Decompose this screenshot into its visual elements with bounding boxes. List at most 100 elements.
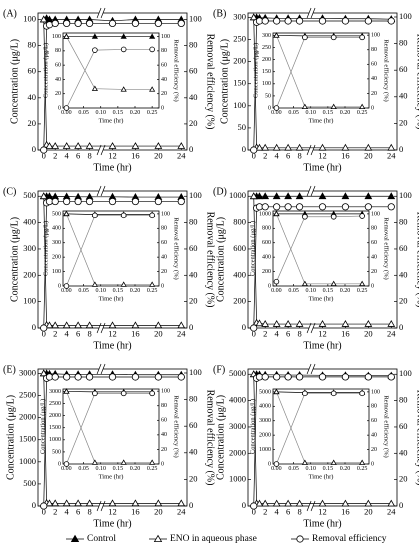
y-tick-label: 100 <box>262 81 271 87</box>
y-tick-label: 3000 <box>229 421 246 431</box>
y-tick-label: 0 <box>32 144 36 154</box>
y2-tick-label: 60 <box>399 64 408 74</box>
y-axis-title: Concentration (μg/L) <box>215 395 226 480</box>
y2-tick-label: 40 <box>161 255 167 261</box>
y2-tick-label: 0 <box>161 461 164 467</box>
marker <box>108 19 117 28</box>
marker <box>261 203 269 211</box>
x-tick-label: 20 <box>364 150 373 160</box>
y-tick-label: 40 <box>28 92 37 102</box>
marker <box>108 142 117 149</box>
x-tick-label: 6 <box>286 328 290 338</box>
y-tick-label: 1000 <box>259 211 271 217</box>
marker <box>74 197 82 206</box>
marker <box>273 278 280 285</box>
y2-tick-label: 80 <box>189 40 198 50</box>
marker <box>318 203 327 211</box>
marker <box>63 283 70 289</box>
axis-break <box>96 7 102 19</box>
series-line <box>276 215 363 282</box>
y2-tick-label: 20 <box>399 474 408 484</box>
x-tick-label: 2 <box>263 506 267 516</box>
marker <box>85 321 94 329</box>
x-tick-label: 0.05 <box>78 288 89 294</box>
marker <box>62 142 71 149</box>
marker <box>318 320 327 327</box>
y2-tick-label: 40 <box>189 269 198 279</box>
x-axis-title: Time (hr) <box>309 295 334 302</box>
y2-tick-label: 20 <box>371 91 377 97</box>
axis-break <box>96 185 102 197</box>
y2-tick-label: 60 <box>371 418 377 424</box>
marker <box>91 281 98 287</box>
marker <box>272 320 281 327</box>
axis-break <box>310 322 316 334</box>
y-axis-title: Concentration (μg/L) <box>253 43 260 98</box>
y2-axis-title: Removal efficiency (%) <box>382 217 389 279</box>
panel-label: (A) <box>3 8 17 19</box>
x-tick-label: 2 <box>263 328 267 338</box>
y2-tick-label: 80 <box>189 394 198 404</box>
x-tick-label: 24 <box>387 150 396 160</box>
x-tick-label: 0.00 <box>271 110 282 116</box>
marker <box>39 369 48 377</box>
y2-axis-title: Removal efficiency (%) <box>382 39 389 101</box>
axis-break <box>100 144 106 156</box>
marker <box>359 34 365 41</box>
x-tick-label: 0.00 <box>61 288 72 294</box>
marker <box>154 197 162 206</box>
marker <box>318 499 327 507</box>
marker <box>387 17 395 25</box>
x-tick-label: 8 <box>87 328 91 338</box>
y-tick-label: 500 <box>23 190 36 200</box>
x-tick-label: 0.00 <box>61 110 72 116</box>
marker <box>177 142 186 149</box>
marker <box>63 19 71 28</box>
x-tick-label: 4 <box>275 506 280 516</box>
x-axis-title: Time (hr) <box>309 473 334 480</box>
y-axis-title: Concentration (μg/L) <box>10 217 21 302</box>
x-tick-label: 0.25 <box>357 110 368 116</box>
plot-frame <box>62 210 160 287</box>
y-tick-label: 0 <box>58 461 61 467</box>
y-tick-label: 200 <box>262 57 271 63</box>
plot-frame <box>272 32 370 109</box>
x-axis-title: Time (hr) <box>93 341 131 352</box>
axis-break-gap <box>99 324 104 332</box>
x-axis-title: Time (hr) <box>303 519 341 530</box>
marker <box>40 502 48 510</box>
marker <box>273 32 280 38</box>
marker <box>387 499 396 507</box>
x-tick-label: 4 <box>65 328 70 338</box>
x-tick-label: 8 <box>87 506 91 516</box>
y2-tick-label: 100 <box>161 389 170 395</box>
x-tick-label: 12 <box>108 328 117 338</box>
axis-break <box>306 500 312 512</box>
marker <box>149 212 155 219</box>
marker <box>273 203 281 211</box>
y2-tick-label: 80 <box>161 48 167 54</box>
marker <box>364 373 372 381</box>
y2-tick-label: 60 <box>189 420 198 430</box>
marker <box>149 281 156 287</box>
x-axis-title: Time (hr) <box>99 473 124 480</box>
x-tick-label: 4 <box>65 150 70 160</box>
y2-tick-label: 0 <box>399 322 403 332</box>
axis-break-gap <box>99 365 104 373</box>
marker <box>330 213 337 220</box>
y2-tick-label: 40 <box>371 255 377 261</box>
x-tick-label: 0.15 <box>323 466 334 472</box>
y-tick-label: 1500 <box>19 434 36 444</box>
plot-frame <box>272 388 370 465</box>
marker <box>250 502 258 510</box>
x-tick-label: 0.10 <box>305 110 316 116</box>
marker <box>295 203 304 211</box>
plot-frame <box>272 210 370 287</box>
x-tick-label: 0.25 <box>147 288 158 294</box>
marker <box>273 105 280 111</box>
y-axis-title: Concentration (μg/L) <box>215 217 226 302</box>
x-tick-label: 0.15 <box>323 110 334 116</box>
marker <box>39 192 48 200</box>
y-tick-label: 60 <box>28 66 37 76</box>
marker <box>261 499 270 507</box>
